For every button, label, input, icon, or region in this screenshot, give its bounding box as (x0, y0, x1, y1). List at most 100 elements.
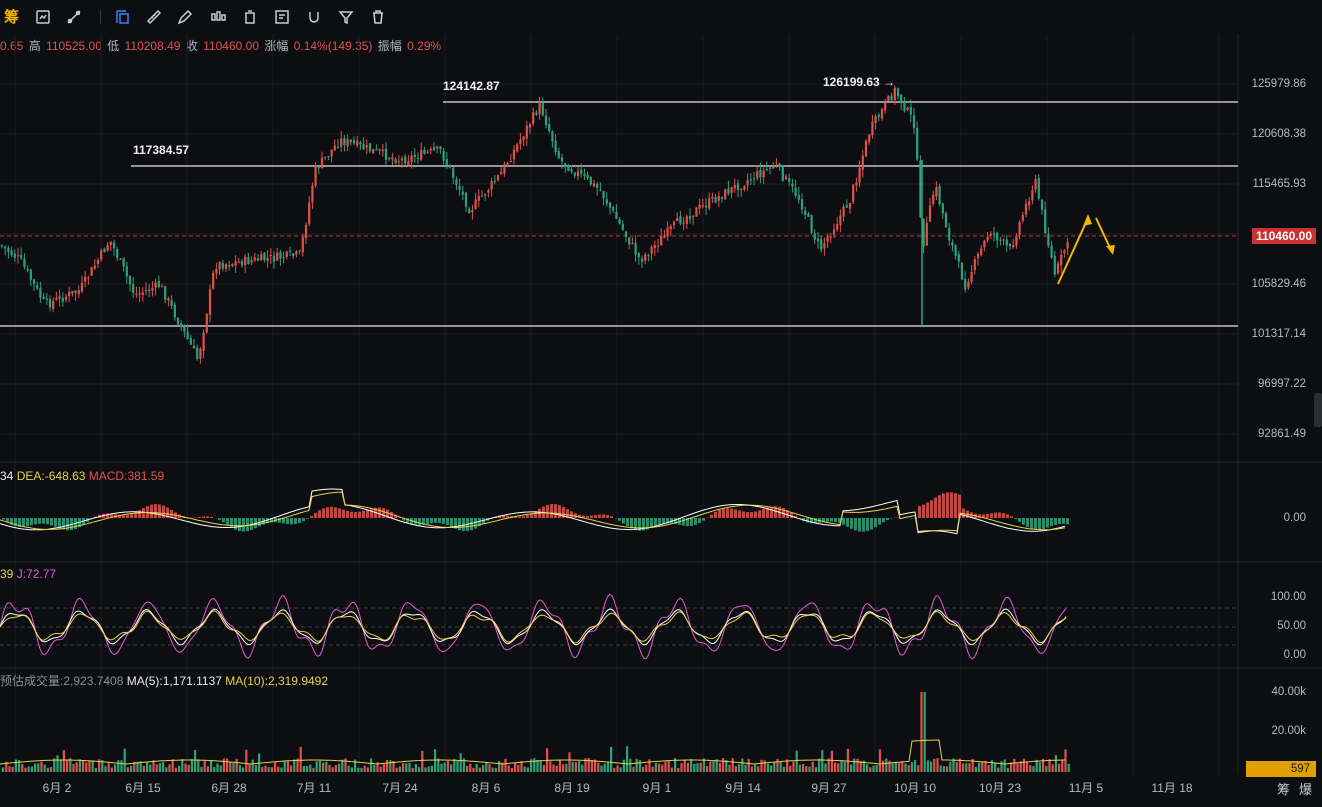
volume-bar (744, 764, 747, 772)
chip-button[interactable]: 筹 (1277, 782, 1291, 797)
chip-logo-icon[interactable]: 筹 (4, 9, 20, 26)
panel-collapse-handle[interactable] (1314, 393, 1322, 427)
candles-icon[interactable] (209, 8, 227, 26)
change-value: 0.14%(149.35) (293, 39, 373, 53)
volume-bar (270, 767, 273, 772)
macd-histogram-bar (842, 518, 845, 525)
volume-bar (584, 758, 587, 772)
volume-bar (789, 765, 792, 772)
filter-icon[interactable] (337, 8, 355, 26)
candle-body (295, 251, 298, 255)
macd-histogram-bar (350, 511, 353, 518)
volume-bar (523, 766, 526, 772)
candle-body (157, 280, 160, 288)
volume-bar (501, 762, 504, 772)
volume-bar (926, 760, 929, 772)
candle-body (314, 165, 317, 186)
date-tick: 6月 2 (42, 781, 72, 795)
candle-body (535, 112, 538, 115)
macd-histogram-bar (474, 518, 477, 529)
macd-histogram-bar (1010, 516, 1013, 518)
note-icon[interactable] (273, 8, 291, 26)
candle-body (605, 199, 608, 204)
volume-bar (498, 760, 501, 772)
volume-bar (1048, 759, 1051, 772)
volume-bar (510, 767, 513, 772)
candle-body (586, 174, 589, 179)
volume-bar (910, 762, 913, 772)
macd-histogram-bar (506, 515, 509, 518)
candle-body (871, 121, 874, 136)
candle-body (919, 160, 922, 218)
date-tick: 6月 15 (125, 781, 161, 795)
volume-bar (350, 767, 353, 772)
macd-histogram-bar (410, 518, 413, 525)
volume-bar (654, 762, 657, 772)
candle-body (522, 136, 525, 141)
volume-bar (2, 767, 5, 772)
candle-body (884, 102, 887, 111)
volume-bar (885, 758, 888, 772)
line-draw-icon[interactable] (65, 8, 83, 26)
candle-body (426, 151, 429, 153)
candle-body (269, 254, 272, 256)
macd-histogram-bar (18, 518, 21, 527)
macd-histogram-bar (846, 518, 849, 527)
macd-histogram-bar (762, 508, 765, 518)
volume-bar (331, 767, 334, 772)
candle-body (500, 171, 503, 175)
macd-histogram-bar (310, 515, 313, 518)
candle-body (922, 218, 925, 247)
macd-histogram-bar (30, 518, 33, 526)
volume-bar (862, 760, 865, 772)
macd-histogram-bar (290, 518, 293, 525)
macd-histogram-bar (686, 518, 689, 527)
macd-histogram-bar (118, 514, 121, 518)
volume-bar (661, 764, 664, 772)
ruler-icon[interactable] (145, 8, 163, 26)
volume-bar (1054, 755, 1057, 772)
volume-bar (1058, 763, 1061, 772)
candle-body (980, 248, 983, 255)
candle-body (896, 88, 900, 97)
macd-histogram-bar (1034, 518, 1037, 530)
trash-icon[interactable] (369, 8, 387, 26)
candle-body (164, 286, 167, 300)
candle-body (880, 108, 884, 119)
volume-bar (555, 765, 558, 772)
candle-body (823, 243, 826, 249)
magnet-icon[interactable] (305, 8, 323, 26)
candle-body (317, 166, 320, 169)
candle-body (84, 276, 87, 282)
candle-body (576, 171, 580, 177)
select-shape-icon[interactable] (113, 8, 131, 26)
pen-icon[interactable] (176, 8, 194, 26)
volume-bar (542, 765, 545, 772)
sync-chart-icon[interactable] (34, 8, 52, 26)
candle-body (637, 252, 640, 258)
volume-bar (894, 762, 897, 772)
volume-bar (939, 765, 942, 772)
volume-bar (59, 760, 62, 772)
candle-body (183, 324, 186, 332)
volume-bar (811, 761, 814, 772)
burst-button[interactable]: 爆 (1299, 782, 1313, 797)
volume-bar (562, 764, 565, 772)
candle-body (413, 154, 416, 157)
macd-histogram-bar (426, 518, 429, 524)
volume-bar (1042, 758, 1045, 772)
candle-body (448, 164, 452, 168)
volume-bar (136, 761, 139, 772)
candle-body (762, 170, 765, 178)
candle-body (20, 255, 23, 259)
volume-bar (30, 766, 33, 772)
volume-bar (629, 758, 632, 772)
box-icon[interactable] (241, 8, 259, 26)
level-label-high: 124142.87 (443, 79, 500, 93)
volume-bar (702, 758, 705, 772)
volume-bar (174, 767, 177, 772)
macd-histogram-bar (1014, 518, 1017, 520)
volume-bar (472, 767, 475, 772)
candle-body (551, 131, 554, 142)
